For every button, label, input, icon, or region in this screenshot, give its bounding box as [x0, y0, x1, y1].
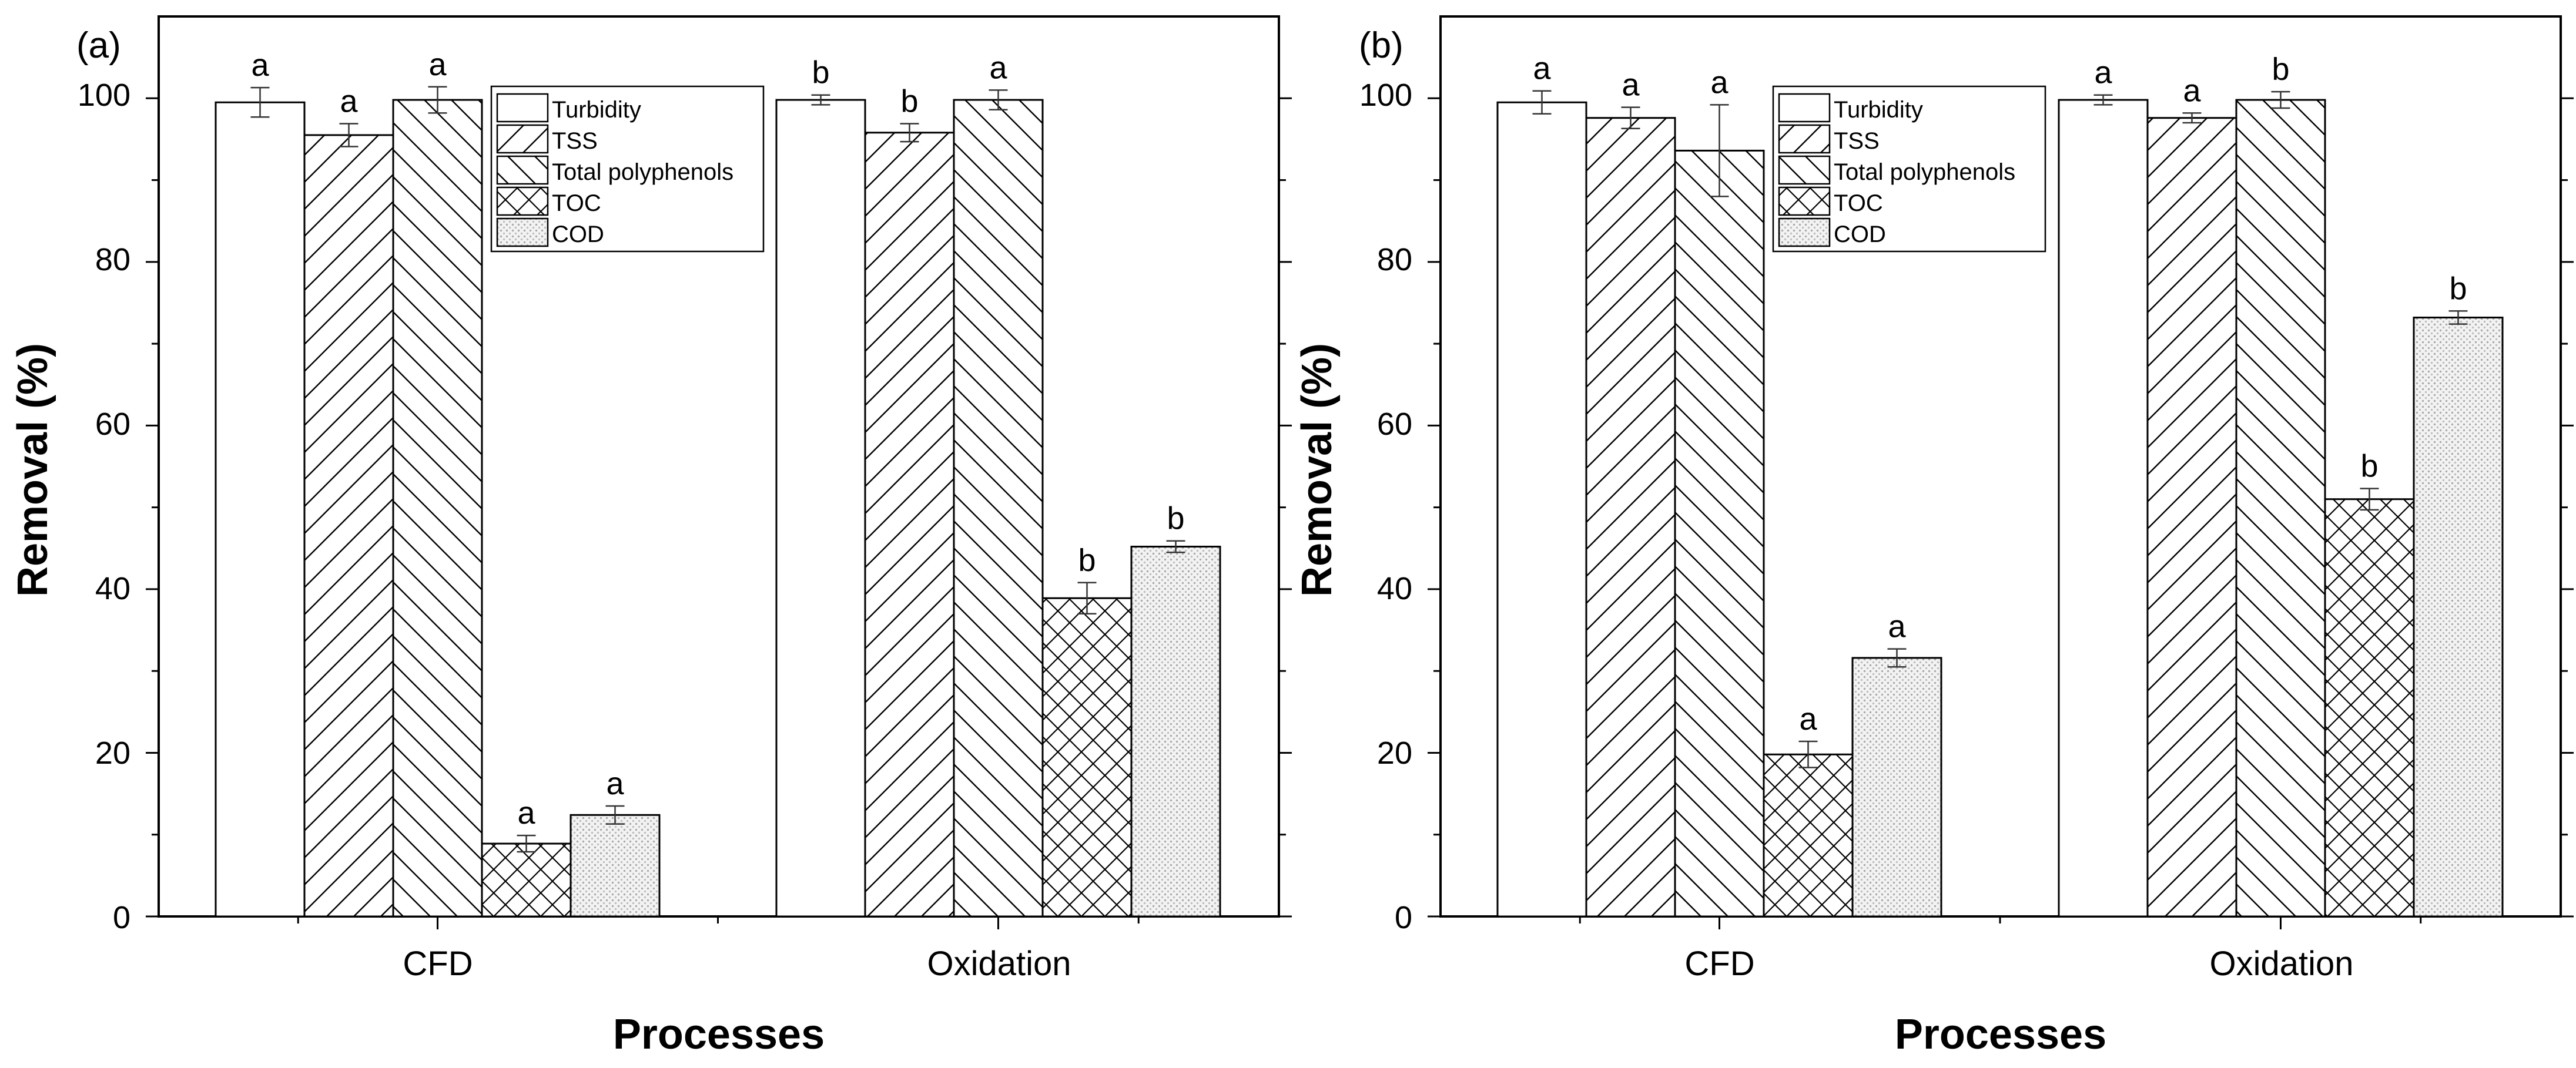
panel-b-bar-dots	[2413, 317, 2504, 918]
panel-a-legend-label: TOC	[552, 190, 601, 216]
panel-b-legend-swatch	[1778, 186, 1831, 216]
panel-a-bar-crosshatch	[481, 842, 572, 918]
panel-a-y-tick-label: 20	[95, 735, 130, 771]
panel-b-bar-slash	[1585, 117, 1676, 918]
panel-b-legend-swatch	[1778, 93, 1831, 123]
panel-a-bar-dots	[570, 814, 661, 918]
panel-b-bar-backslash	[2235, 99, 2326, 918]
panel-b-significance-letter: a	[1622, 68, 1640, 103]
panel-a-legend-label: Total polyphenols	[552, 159, 733, 185]
panel-b-bar-crosshatch	[1763, 753, 1854, 918]
panel-a-y-axis-title: Removal (%)	[9, 343, 56, 597]
panel-b-legend-swatch	[1778, 155, 1831, 185]
panel-b-significance-letter: a	[2094, 55, 2112, 90]
panel-a-significance-letter: b	[1167, 501, 1184, 536]
panel-a-bar-slash	[303, 134, 394, 918]
panel-b-bar-open	[2058, 99, 2149, 918]
panel-b-y-tick-label: 0	[1395, 900, 1412, 935]
panel-a-legend-swatch	[496, 217, 549, 247]
panel-b-significance-letter: b	[2272, 52, 2289, 87]
panel-b-label: (b)	[1359, 25, 1403, 66]
panel-b-y-tick-label: 40	[1377, 571, 1412, 606]
panel-b-legend-label: COD	[1834, 221, 1886, 247]
panel-a-y-tick-label: 40	[95, 571, 130, 606]
panel-a-significance-letter: a	[517, 795, 535, 831]
panel-a-y-tick-label: 80	[95, 242, 130, 277]
panel-a-legend-label: COD	[552, 221, 604, 247]
panel-a-chart: (a) Removal (%) Processes 0 20 40 60 80 …	[9, 15, 1292, 1058]
panel-b-y-tick-label: 100	[1359, 78, 1412, 113]
panel-b-significance-letter: a	[2183, 73, 2201, 108]
panel-a-bar-backslash	[953, 99, 1044, 918]
panel-a-significance-letter: b	[812, 55, 829, 90]
panel-b-chart: (b) Removal (%) Processes 0 20 40 60 80 …	[1294, 15, 2574, 1058]
panel-a-y-tick-label: 100	[78, 78, 130, 113]
panel-b-bar-dots	[1851, 657, 1942, 918]
panel-a-legend-swatch	[496, 124, 549, 154]
panel-a-bar-open	[775, 99, 866, 918]
panel-a-bar-slash	[864, 132, 955, 918]
panel-b-bar-crosshatch	[2324, 498, 2415, 918]
panel-b-y-axis-title: Removal (%)	[1294, 343, 1341, 597]
panel-b-significance-letter: a	[1888, 609, 1906, 644]
panel-b-bar-slash	[2146, 117, 2237, 918]
panel-a-bar-dots	[1130, 545, 1221, 918]
panel-b-bar-open	[1496, 101, 1587, 918]
panel-b-legend-label: Turbidity	[1834, 97, 1923, 123]
panel-a-significance-letter: a	[251, 48, 269, 83]
panel-a-legend-swatch	[496, 93, 549, 123]
panel-a-significance-letter: a	[428, 47, 447, 82]
panel-b-legend-label: TOC	[1834, 190, 1883, 216]
panel-a-legend-swatch	[496, 186, 549, 216]
panel-b-significance-letter: a	[1799, 701, 1817, 737]
panel-b-x-tick-label-oxidation: Oxidation	[2209, 945, 2353, 983]
panel-b-legend-label: Total polyphenols	[1834, 159, 2015, 185]
panel-a-x-tick-label-cfd: CFD	[403, 945, 473, 983]
panel-a-significance-letter: a	[340, 83, 358, 119]
panel-a-label: (a)	[76, 25, 121, 66]
panel-b-y-tick-label: 20	[1377, 735, 1412, 771]
panel-b-significance-letter: b	[2449, 271, 2467, 306]
panel-a-bar-crosshatch	[1041, 597, 1133, 918]
panel-b-legend-label: TSS	[1834, 128, 1880, 154]
panel-b-x-tick-label-cfd: CFD	[1684, 945, 1754, 983]
panel-a-bar-open	[215, 101, 306, 918]
panel-b-significance-letter: b	[2360, 449, 2378, 484]
panel-b-legend-swatch	[1778, 217, 1831, 247]
panel-a-y-tick-label: 0	[113, 900, 130, 935]
panel-a-significance-letter: b	[900, 83, 918, 119]
panel-b-y-tick-label: 80	[1377, 242, 1412, 277]
panel-a-bar-backslash	[392, 99, 483, 918]
panel-a-legend-swatch	[496, 155, 549, 185]
panel-a-x-axis-title: Processes	[613, 1011, 825, 1058]
panel-a-significance-letter: b	[1078, 543, 1096, 578]
panel-a-significance-letter: a	[606, 766, 624, 801]
panel-b-legend-swatch	[1778, 124, 1831, 154]
panel-b-significance-letter: a	[1710, 65, 1729, 100]
panel-a-legend-label: TSS	[552, 128, 598, 154]
panel-a-significance-letter: a	[989, 50, 1007, 85]
panel-b-bar-backslash	[1674, 149, 1765, 918]
panel-b-y-tick-label: 60	[1377, 407, 1412, 442]
panel-b-x-axis-title: Processes	[1895, 1011, 2106, 1058]
panel-a-y-tick-label: 60	[95, 407, 130, 442]
panel-a-legend-label: Turbidity	[552, 97, 641, 123]
panel-b-significance-letter: a	[1533, 51, 1551, 86]
panel-a-x-tick-label-oxidation: Oxidation	[927, 945, 1071, 983]
